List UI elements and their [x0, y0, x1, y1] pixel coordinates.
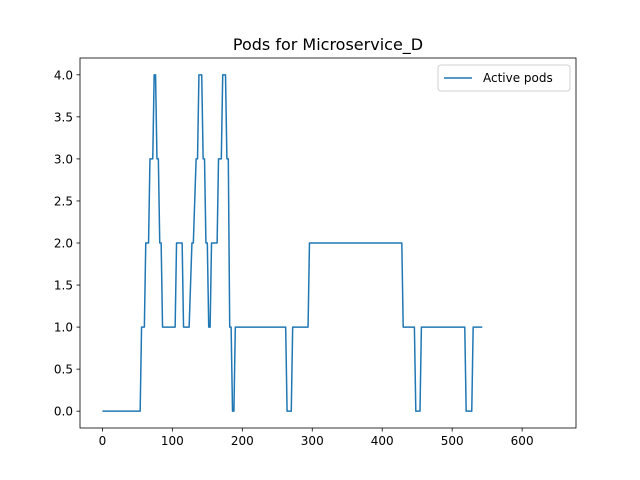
x-tick-label: 600: [511, 434, 534, 448]
y-tick-label: 1.5: [54, 279, 73, 293]
x-tick-label: 0: [99, 434, 107, 448]
x-axis: 0 100 200 300 400 500 600: [99, 428, 534, 448]
y-axis: 0.0 0.5 1.0 1.5 2.0 2.5 3.0 3.5 4.0: [54, 68, 80, 419]
x-tick-label: 400: [371, 434, 394, 448]
y-tick-label: 2.5: [54, 194, 73, 208]
y-tick-label: 0.5: [54, 363, 73, 377]
series-line-active-pods: [102, 74, 483, 412]
chart-title: Pods for Microservice_D: [233, 35, 423, 55]
y-tick-label: 3.0: [54, 152, 73, 166]
axes-frame: [79, 57, 577, 429]
y-tick-label: 1.0: [54, 321, 73, 335]
y-tick-label: 3.5: [54, 110, 73, 124]
x-tick-label: 500: [441, 434, 464, 448]
y-tick-label: 0.0: [54, 405, 73, 419]
y-tick-label: 4.0: [54, 68, 73, 82]
x-tick-label: 300: [301, 434, 324, 448]
legend-box: [437, 64, 571, 92]
x-tick-label: 100: [161, 434, 184, 448]
x-tick-label: 200: [231, 434, 254, 448]
legend: Active pods: [437, 64, 571, 92]
y-tick-label: 2.0: [54, 237, 73, 251]
legend-label-active-pods: Active pods: [483, 71, 553, 85]
